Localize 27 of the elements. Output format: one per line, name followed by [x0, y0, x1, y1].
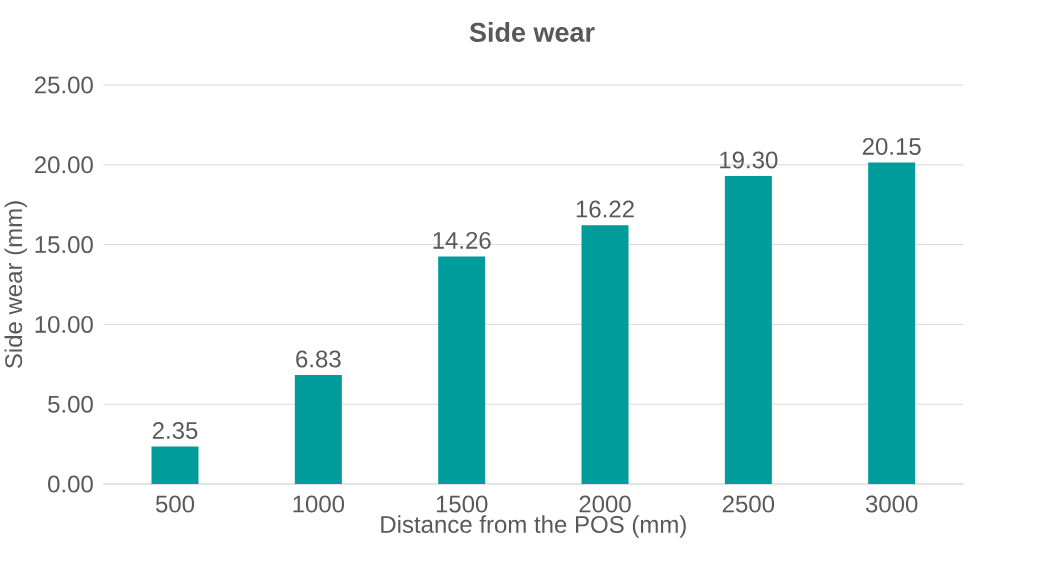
data-label: 19.30: [720, 151, 778, 169]
x-tick-label: 3000: [865, 495, 918, 513]
bar: [294, 374, 342, 484]
x-axis-title: Distance from the POS (mm): [381, 515, 686, 538]
x-tick-label: 2000: [579, 495, 631, 513]
bar: [438, 256, 486, 484]
data-label: 20.15: [862, 137, 921, 155]
data-label: 14.26: [433, 231, 491, 249]
y-tick-label: 0.00: [48, 475, 93, 493]
y-tick-label: 10.00: [35, 315, 93, 333]
data-label: 16.22: [576, 200, 634, 218]
y-tick-label: 5.00: [48, 395, 93, 413]
bar: [581, 225, 629, 484]
data-label: 6.83: [296, 350, 341, 368]
y-tick-label: 20.00: [34, 156, 93, 174]
x-tick-label: 2500: [722, 495, 775, 513]
y-tick-label: 25.00: [34, 76, 93, 94]
bar: [151, 446, 199, 484]
bar: [868, 162, 916, 484]
chart-title: Side wear: [469, 22, 595, 42]
y-tick-label: 15.00: [35, 236, 93, 254]
x-tick-label: 1500: [436, 495, 488, 513]
data-label: 2.35: [152, 421, 198, 439]
x-tick-label: 1000: [293, 495, 345, 513]
x-tick-label: 500: [155, 495, 195, 513]
y-axis-title: Side wear (mm): [4, 201, 27, 369]
bar: [724, 175, 772, 484]
